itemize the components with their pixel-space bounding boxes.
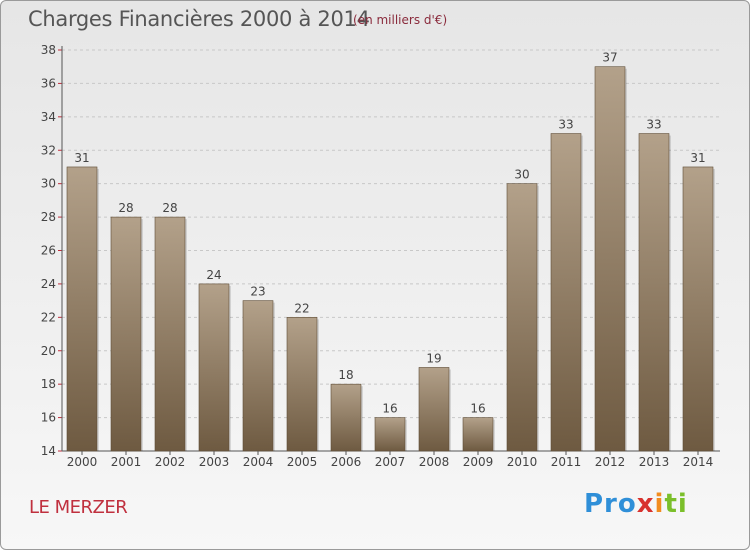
value-label: 28 <box>118 201 133 215</box>
bar <box>594 66 626 452</box>
value-label: 37 <box>602 51 617 65</box>
x-tick-label: 2014 <box>683 455 714 469</box>
x-tick-label: 2013 <box>639 455 670 469</box>
x-tick-label: 2000 <box>67 455 98 469</box>
y-tick-label: 38 <box>41 43 56 57</box>
bar <box>110 216 142 452</box>
y-tick-label: 14 <box>41 444 56 458</box>
bar <box>66 166 98 452</box>
y-tick-label: 28 <box>41 210 56 224</box>
chart-title: Charges Financières 2000 à 2014 <box>28 7 370 31</box>
value-label: 31 <box>74 151 89 165</box>
y-tick-label: 32 <box>41 143 56 157</box>
value-label: 16 <box>382 402 397 416</box>
bar <box>462 417 494 452</box>
value-label: 16 <box>470 402 485 416</box>
bar <box>506 183 538 452</box>
bar <box>154 216 186 452</box>
x-tick-label: 2003 <box>199 455 230 469</box>
y-tick-label: 18 <box>41 377 56 391</box>
commune-name: LE MERZER <box>29 497 128 518</box>
x-tick-label: 2010 <box>507 455 538 469</box>
value-label: 33 <box>646 118 661 132</box>
value-label: 23 <box>250 285 265 299</box>
y-tick-label: 24 <box>41 277 56 291</box>
x-tick-label: 2009 <box>463 455 494 469</box>
bar <box>286 317 318 452</box>
x-tick-label: 2012 <box>595 455 626 469</box>
value-label: 28 <box>162 201 177 215</box>
x-tick-label: 2004 <box>243 455 274 469</box>
value-label: 22 <box>294 301 309 315</box>
y-tick-label: 30 <box>41 177 56 191</box>
x-tick-label: 2001 <box>111 455 142 469</box>
bar <box>242 300 274 452</box>
x-tick-label: 2002 <box>155 455 186 469</box>
x-tick-label: 2006 <box>331 455 362 469</box>
chart-subtitle: (en milliers d'€) <box>353 13 448 27</box>
value-label: 33 <box>558 118 573 132</box>
proxiti-logo: Proxiti <box>584 489 688 519</box>
y-tick-label: 20 <box>41 344 56 358</box>
value-label: 18 <box>338 368 353 382</box>
y-tick-label: 26 <box>41 244 56 258</box>
x-tick-label: 2008 <box>419 455 450 469</box>
y-tick-label: 34 <box>41 110 56 124</box>
y-tick-label: 16 <box>41 411 56 425</box>
value-label: 31 <box>690 151 705 165</box>
bar <box>638 133 670 452</box>
bar <box>374 417 406 452</box>
value-label: 30 <box>514 168 529 182</box>
bar <box>330 383 362 452</box>
y-tick-label: 36 <box>41 76 56 90</box>
x-tick-label: 2011 <box>551 455 582 469</box>
value-label: 24 <box>206 268 221 282</box>
value-label: 19 <box>426 351 441 365</box>
x-tick-label: 2005 <box>287 455 318 469</box>
bar <box>682 166 714 452</box>
bar <box>198 283 230 452</box>
x-tick-label: 2007 <box>375 455 406 469</box>
bar <box>418 367 450 452</box>
y-tick-label: 22 <box>41 310 56 324</box>
bar <box>550 133 582 452</box>
